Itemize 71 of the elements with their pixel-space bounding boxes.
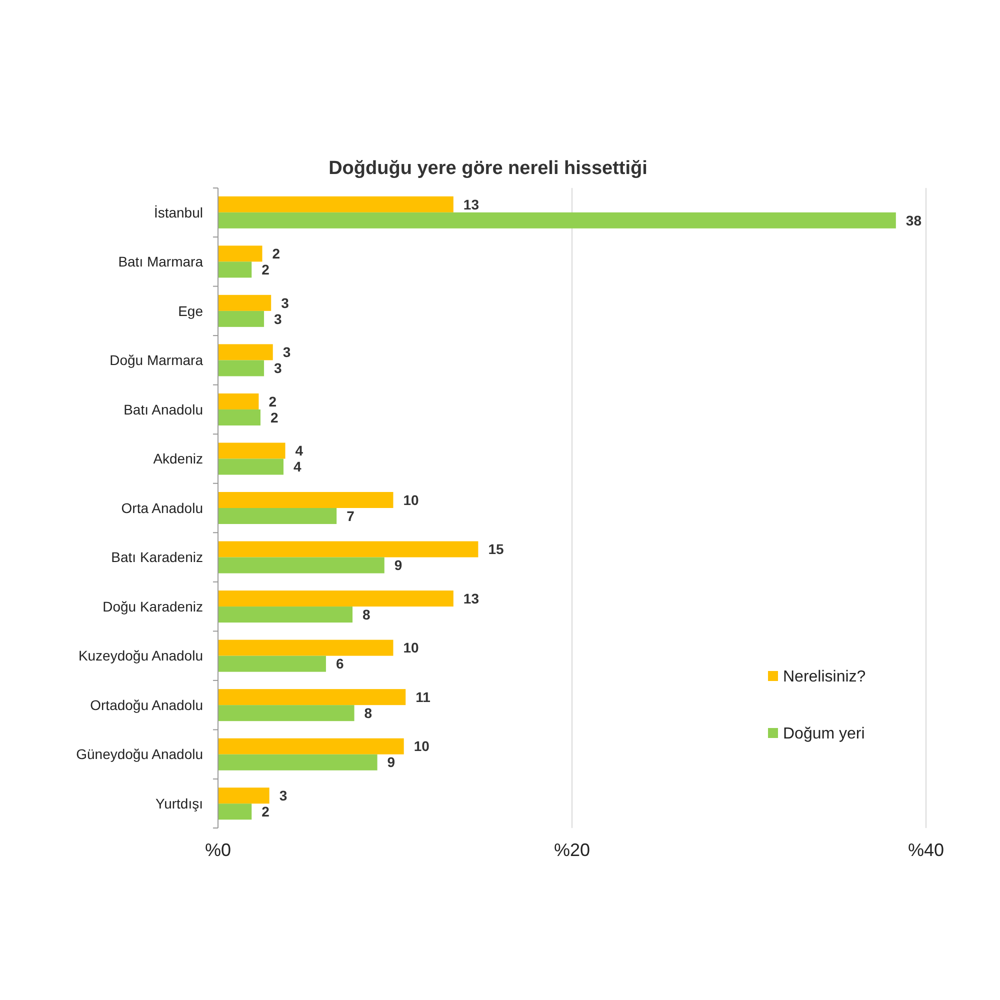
y-tick-label: Doğu Karadeniz <box>102 598 203 614</box>
bar <box>218 442 286 459</box>
data-label: 6 <box>336 656 344 672</box>
data-label: 2 <box>268 393 277 410</box>
data-label: 10 <box>414 738 430 754</box>
data-label: 8 <box>364 704 372 721</box>
data-label: 4 <box>293 458 302 475</box>
bar <box>218 360 264 376</box>
bar <box>218 196 454 212</box>
data-label: 11 <box>416 688 431 705</box>
bar <box>218 590 454 607</box>
y-tick-label: Kuzeydoğu Anadolu <box>78 648 203 664</box>
bar <box>218 788 270 804</box>
bar <box>218 606 353 623</box>
x-tick-label: %0 <box>204 840 232 860</box>
data-label: 3 <box>282 344 291 360</box>
y-tick-label: İstanbul <box>154 204 203 220</box>
y-tick-label: Doğu Marmara <box>110 352 204 368</box>
bar <box>218 754 378 770</box>
data-label: 4 <box>295 442 304 459</box>
bar <box>218 294 272 311</box>
x-tick-label: %20 <box>554 840 590 860</box>
y-tick-label: Akdeniz <box>153 450 203 467</box>
data-label: 3 <box>279 788 288 804</box>
data-label: 2 <box>262 804 270 820</box>
bar <box>218 656 326 672</box>
data-label: 3 <box>274 310 282 327</box>
bar <box>218 492 394 508</box>
y-tick-label: Batı Marmara <box>118 254 204 270</box>
legend-label: Nerelisiniz? <box>783 668 866 686</box>
y-tick-label: Batı Karadeniz <box>111 549 203 566</box>
legend-label: Doğum yeri <box>783 726 865 743</box>
x-tick-label: %40 <box>908 840 944 860</box>
chart-title: Doğduğu yere göre nereli hissettiği <box>328 158 648 179</box>
y-tick-label: Orta Anadolu <box>121 500 203 516</box>
data-label: 7 <box>346 508 355 524</box>
data-label: 2 <box>262 262 270 278</box>
bar <box>218 212 896 228</box>
y-tick-label: Ege <box>178 302 204 319</box>
y-tick-label: Yurtdışı <box>156 796 203 812</box>
data-label: 3 <box>281 294 290 311</box>
data-label: 9 <box>387 754 396 770</box>
data-label: 13 <box>463 196 480 212</box>
y-tick-label: Ortadoğu Anadolu <box>90 696 203 713</box>
bar <box>218 508 337 524</box>
y-tick-label: Güneydoğu Anadolu <box>76 746 203 762</box>
bar <box>218 458 284 475</box>
y-tick-label: Batı Anadolu <box>124 401 203 418</box>
bar <box>218 738 404 754</box>
bar <box>218 804 252 820</box>
bar <box>218 262 252 278</box>
bar <box>218 541 478 558</box>
data-label: 2 <box>272 246 280 262</box>
bar <box>218 409 260 426</box>
data-label: 9 <box>394 557 402 574</box>
bar <box>218 557 384 574</box>
bar <box>218 689 406 706</box>
data-label: 2 <box>270 409 278 426</box>
data-label: 8 <box>362 606 371 622</box>
bar <box>218 705 354 722</box>
data-label: 3 <box>274 360 282 376</box>
bar <box>218 310 264 327</box>
data-label: 15 <box>488 541 504 558</box>
bar <box>218 246 262 262</box>
data-label: 13 <box>463 590 480 606</box>
data-label: 10 <box>403 640 420 656</box>
data-label: 38 <box>906 212 922 228</box>
bar <box>218 640 394 656</box>
bar <box>218 393 259 410</box>
bar <box>218 344 273 360</box>
data-label: 10 <box>403 492 420 508</box>
